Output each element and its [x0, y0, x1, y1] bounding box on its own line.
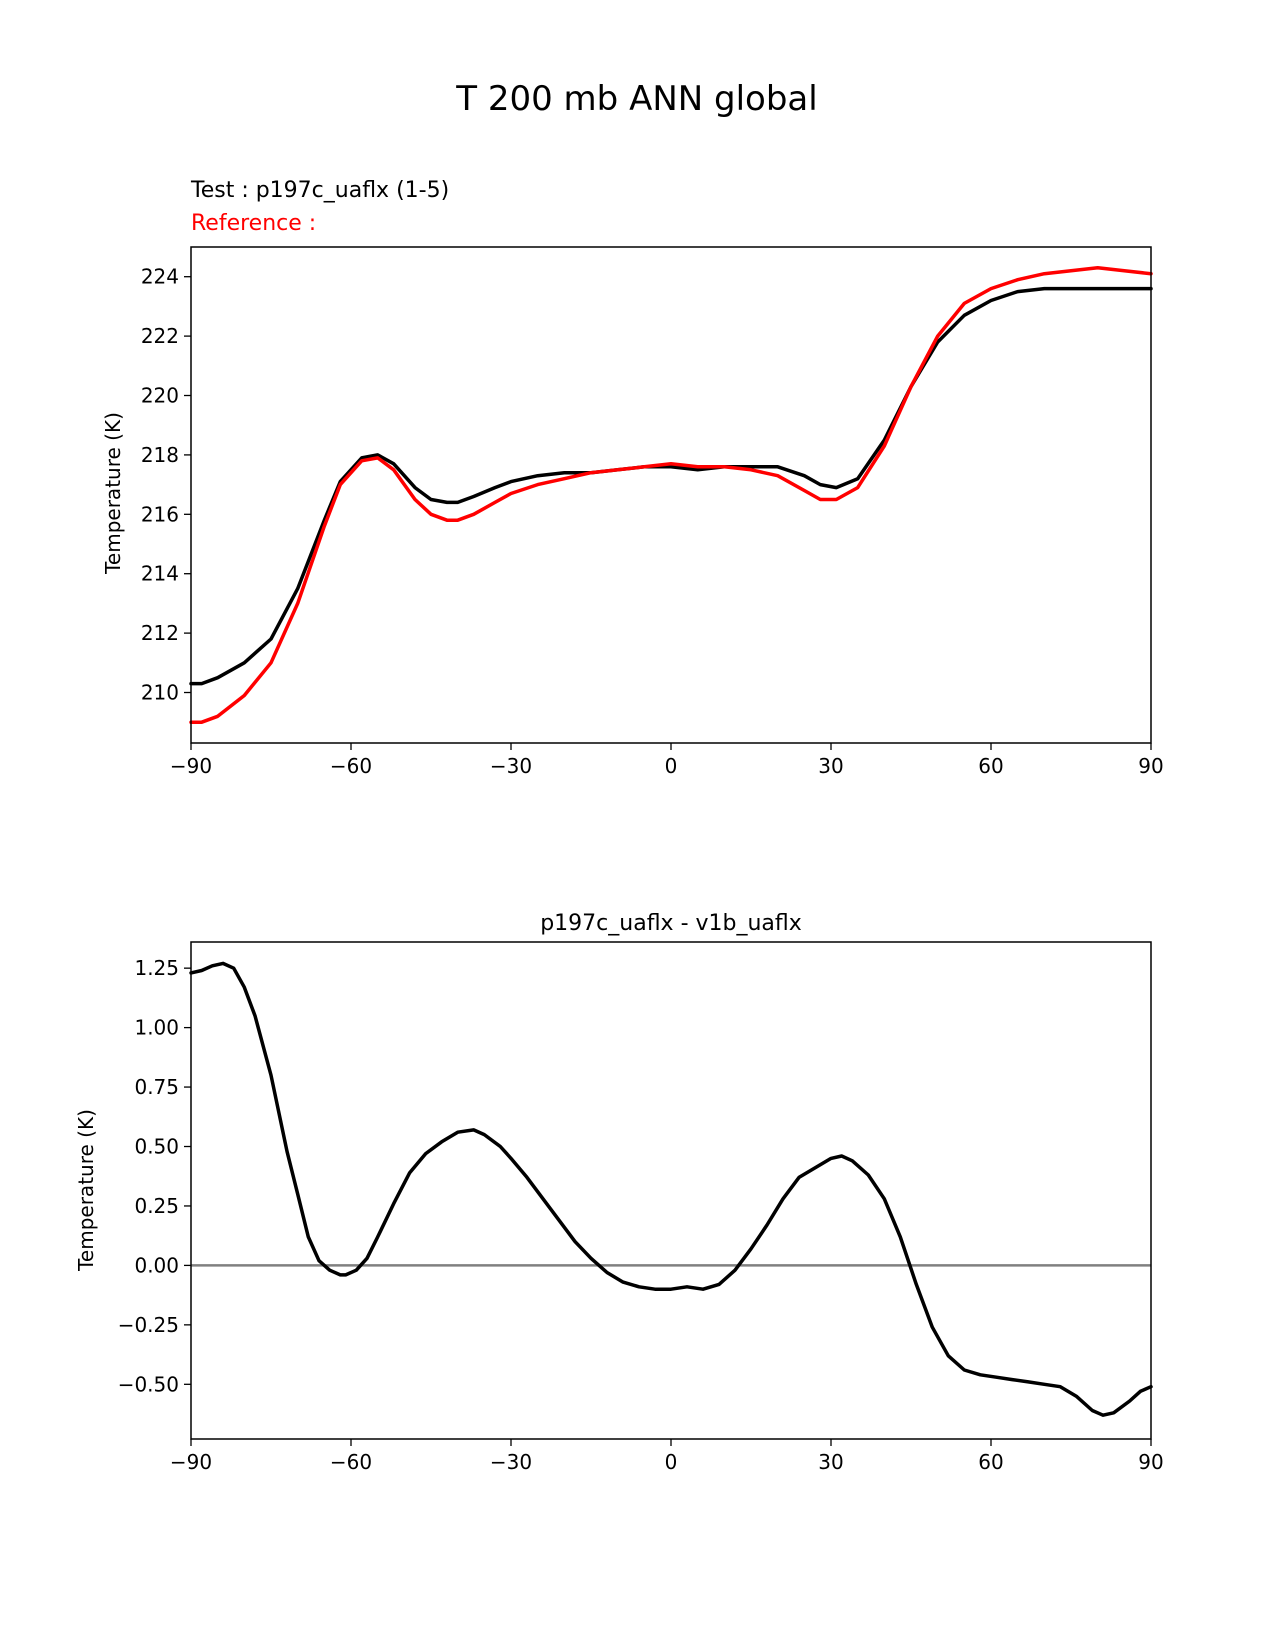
top-y-tick-label: 222: [141, 324, 179, 348]
bottom-y-tick-label: 0.75: [134, 1075, 179, 1099]
bottom-x-tick-label: −60: [330, 1450, 372, 1474]
bottom-y-tick-label: 1.00: [134, 1016, 179, 1040]
bottom-plot-frame: [190, 941, 1152, 1440]
top-y-tick-label: 220: [141, 384, 179, 408]
bottom-x-tick-label: 60: [978, 1450, 1003, 1474]
top-axis-ticks: −90 −60 −30 0 30 60 90 210 212 214 216 218 220 222 224: [141, 265, 1164, 778]
top-x-tick-label: −90: [170, 754, 212, 778]
top-x-tick-label: 60: [978, 754, 1003, 778]
bottom-series: [189, 961, 1153, 1417]
bottom-y-tick-label: −0.25: [118, 1313, 179, 1337]
top-panel: Test : p197c_uaflx (1-5) Reference : Tem…: [101, 178, 1164, 778]
top-series: [189, 266, 1153, 724]
top-y-tick-label: 224: [141, 265, 179, 289]
reference-label: Reference :: [191, 211, 316, 236]
bottom-y-tick-label: −0.50: [118, 1372, 179, 1396]
bottom-x-tick-label: −30: [490, 1450, 532, 1474]
top-x-tick-label: 90: [1138, 754, 1163, 778]
top-y-tick-label: 212: [141, 621, 179, 645]
top-y-tick-label: 216: [141, 502, 179, 526]
bottom-x-tick-label: 0: [665, 1450, 678, 1474]
bottom-y-tick-label: 0.25: [134, 1194, 179, 1218]
bottom-panel: p197c_uaflx - v1b_uaflx Temperature (K) …: [74, 911, 1164, 1474]
bottom-y-tick-label: 0.00: [134, 1253, 179, 1277]
top-x-tick-label: 0: [665, 754, 678, 778]
bottom-axis-ticks: −90 −60 −30 0 30 60 90 −0.50 −0.25 0.00 0.25 0.50 0.…: [118, 956, 1164, 1474]
top-x-tick-label: 30: [818, 754, 843, 778]
top-y-tick-label: 210: [141, 681, 179, 705]
bottom-y-tick-label: 1.25: [134, 956, 179, 980]
bottom-x-tick-label: 90: [1138, 1450, 1163, 1474]
top-plot-frame: [190, 246, 1152, 744]
bottom-x-tick-label: 30: [818, 1450, 843, 1474]
test-label: Test : p197c_uaflx (1-5): [190, 178, 449, 203]
bottom-series-line-0: [189, 961, 1153, 1417]
bottom-y-tick-label: 0.50: [134, 1135, 179, 1159]
top-x-tick-label: −30: [490, 754, 532, 778]
bottom-y-axis-label: Temperature (K): [74, 1109, 98, 1272]
top-y-axis-label: Temperature (K): [101, 412, 125, 575]
top-x-tick-label: −60: [330, 754, 372, 778]
difference-title: p197c_uaflx - v1b_uaflx: [540, 911, 802, 936]
top-series-line-1: [189, 266, 1153, 724]
top-y-tick-label: 218: [141, 443, 179, 467]
figure-title: T 200 mb ANN global: [455, 79, 817, 119]
bottom-x-tick-label: −90: [170, 1450, 212, 1474]
top-y-tick-label: 214: [141, 562, 179, 586]
